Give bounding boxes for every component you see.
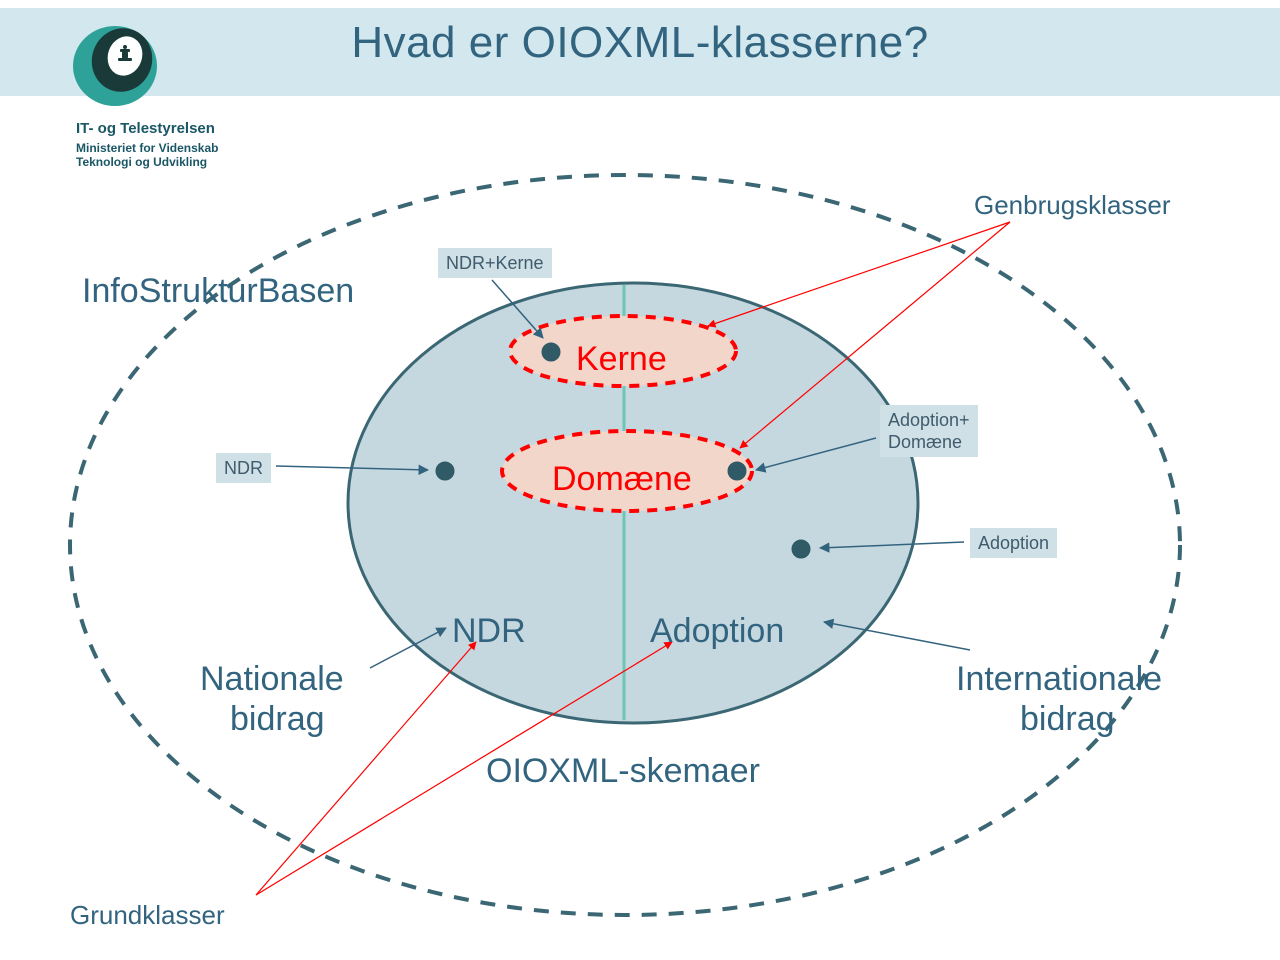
label-grundklasser: Grundklasser (70, 900, 225, 931)
label-kerne: Kerne (576, 340, 667, 379)
label-infostruktur: InfoStrukturBasen (82, 272, 354, 311)
dot-ndr (436, 462, 454, 480)
dot-ndr-kerne (542, 343, 560, 361)
label-oioxml: OIOXML-skemaer (486, 752, 760, 791)
label-internationale-1: Internationale (956, 660, 1162, 699)
red-genbrug-to-kerne (708, 222, 1010, 326)
box-adoption-domaene: Adoption+ Domæne (880, 405, 978, 457)
label-adoption-section: Adoption (650, 612, 784, 651)
box-adoption: Adoption (970, 528, 1057, 558)
box-ndr: NDR (216, 453, 271, 483)
label-genbrugsklasser: Genbrugsklasser (974, 190, 1171, 221)
label-nationale-2: bidrag (230, 700, 325, 739)
label-domaene: Domæne (552, 460, 692, 499)
label-ndr-section: NDR (452, 612, 526, 651)
box-adoptdom-l2: Domæne (888, 432, 962, 452)
box-adoptdom-l1: Adoption+ (888, 410, 970, 430)
dot-adoption-domaene (728, 462, 746, 480)
box-ndr-kerne: NDR+Kerne (438, 248, 552, 278)
dot-adoption (792, 540, 810, 558)
label-nationale-1: Nationale (200, 660, 344, 699)
label-internationale-2: bidrag (1020, 700, 1115, 739)
